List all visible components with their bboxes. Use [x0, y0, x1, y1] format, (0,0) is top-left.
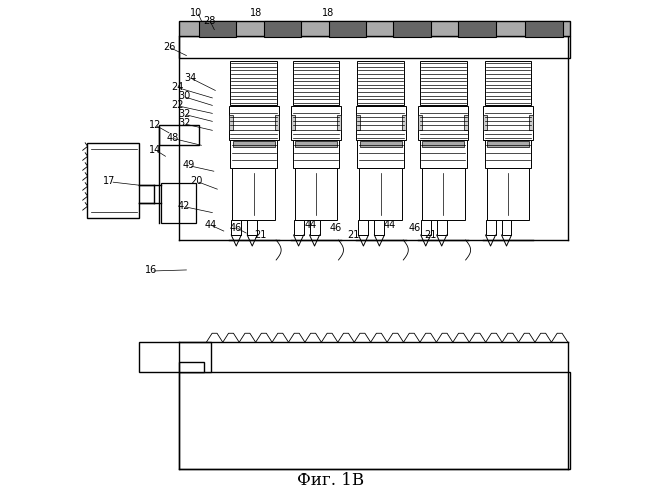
Bar: [422, 168, 465, 220]
Bar: [356, 106, 406, 140]
Bar: [230, 140, 277, 168]
Bar: [393, 20, 431, 36]
Bar: [458, 20, 496, 36]
Text: Фиг. 1В: Фиг. 1В: [297, 472, 365, 490]
Bar: [418, 106, 468, 140]
Text: 28: 28: [204, 16, 216, 26]
Text: 30: 30: [179, 92, 191, 102]
Bar: [485, 60, 532, 106]
Bar: [294, 220, 304, 235]
Bar: [295, 168, 338, 220]
Text: 46: 46: [408, 222, 421, 232]
Bar: [437, 220, 447, 235]
Bar: [420, 140, 467, 168]
Text: 44: 44: [384, 220, 396, 230]
Text: 34: 34: [184, 73, 197, 83]
Bar: [293, 60, 340, 106]
Text: 21: 21: [348, 230, 359, 240]
Text: 17: 17: [103, 176, 115, 186]
Text: 46: 46: [229, 222, 242, 232]
Bar: [328, 20, 366, 36]
Bar: [402, 116, 406, 130]
Bar: [231, 220, 241, 235]
Bar: [357, 140, 404, 168]
Text: 26: 26: [163, 42, 175, 51]
Text: 48: 48: [166, 133, 179, 143]
Bar: [233, 141, 275, 147]
Bar: [199, 20, 236, 36]
Bar: [502, 220, 512, 235]
Text: 16: 16: [146, 265, 158, 275]
Bar: [357, 60, 404, 106]
Text: 21: 21: [424, 230, 437, 240]
Bar: [485, 140, 532, 168]
Bar: [356, 116, 360, 130]
Bar: [483, 106, 533, 140]
Bar: [229, 116, 233, 130]
Bar: [162, 182, 197, 222]
Text: 20: 20: [190, 176, 203, 186]
Text: 24: 24: [171, 82, 183, 92]
Bar: [291, 116, 295, 130]
Bar: [375, 220, 385, 235]
Bar: [263, 20, 301, 36]
Bar: [487, 141, 529, 147]
Bar: [232, 168, 275, 220]
Bar: [179, 362, 204, 372]
Bar: [421, 220, 431, 235]
Bar: [87, 143, 139, 218]
Bar: [487, 168, 530, 220]
Bar: [526, 20, 563, 36]
Bar: [139, 342, 211, 372]
Text: 12: 12: [150, 120, 162, 130]
Bar: [179, 20, 571, 36]
Bar: [485, 220, 496, 235]
Bar: [275, 116, 279, 130]
Bar: [295, 141, 337, 147]
Bar: [159, 126, 199, 146]
Bar: [229, 106, 279, 140]
Text: 44: 44: [305, 220, 317, 230]
Bar: [179, 36, 571, 58]
Text: 14: 14: [150, 146, 162, 156]
Bar: [358, 220, 368, 235]
Bar: [422, 141, 464, 147]
Bar: [247, 220, 258, 235]
Bar: [483, 116, 487, 130]
Bar: [291, 106, 341, 140]
Bar: [420, 60, 467, 106]
Bar: [359, 168, 402, 220]
Text: 32: 32: [179, 109, 191, 119]
Text: 18: 18: [250, 8, 262, 18]
Bar: [179, 372, 571, 470]
Bar: [360, 141, 402, 147]
Bar: [310, 220, 320, 235]
Bar: [418, 116, 422, 130]
Text: 32: 32: [179, 118, 191, 128]
Text: 49: 49: [183, 160, 195, 170]
Text: 22: 22: [171, 100, 183, 110]
Bar: [293, 140, 340, 168]
Bar: [464, 116, 468, 130]
Text: 10: 10: [190, 8, 203, 18]
Bar: [529, 116, 533, 130]
Text: 42: 42: [177, 201, 190, 211]
Text: 44: 44: [204, 220, 216, 230]
Text: 46: 46: [330, 222, 342, 232]
Bar: [337, 116, 341, 130]
Text: 18: 18: [322, 8, 334, 18]
Bar: [230, 60, 277, 106]
Text: 21: 21: [254, 230, 266, 240]
